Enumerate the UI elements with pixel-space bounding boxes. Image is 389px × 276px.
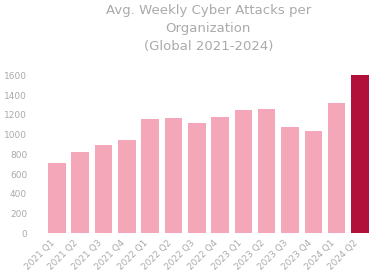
Bar xyxy=(118,140,135,233)
Bar xyxy=(188,123,205,233)
Bar xyxy=(305,131,322,233)
Bar xyxy=(328,103,345,233)
Title: Avg. Weekly Cyber Attacks per
Organization
(Global 2021-2024): Avg. Weekly Cyber Attacks per Organizati… xyxy=(106,4,311,53)
Bar xyxy=(258,108,275,233)
Bar xyxy=(281,127,299,233)
Bar xyxy=(235,110,252,233)
Bar xyxy=(165,118,182,233)
Bar xyxy=(95,145,112,233)
Bar xyxy=(211,118,229,233)
Bar xyxy=(72,152,89,233)
Bar xyxy=(141,119,159,233)
Bar xyxy=(351,75,369,233)
Bar xyxy=(48,163,66,233)
